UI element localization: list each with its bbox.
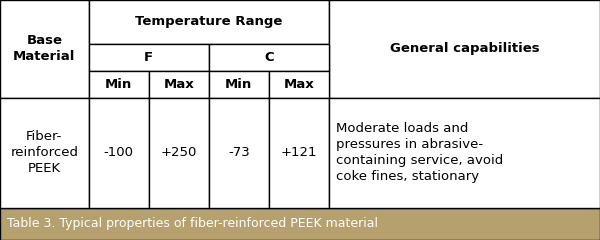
Bar: [0, 0, 89, 98]
Bar: [149, 71, 209, 98]
Text: Base
Material: Base Material: [13, 34, 76, 63]
Text: F: F: [144, 51, 154, 64]
Bar: [0, 208, 600, 240]
Text: Min: Min: [225, 78, 253, 90]
Text: -100: -100: [104, 146, 134, 159]
Bar: [329, 98, 600, 208]
Text: Max: Max: [283, 78, 314, 90]
Bar: [149, 98, 209, 208]
Text: Min: Min: [105, 78, 133, 90]
Bar: [89, 98, 149, 208]
Text: Temperature Range: Temperature Range: [135, 15, 283, 28]
Bar: [89, 71, 149, 98]
Bar: [209, 98, 269, 208]
Text: +121: +121: [281, 146, 317, 159]
Text: Moderate loads and
pressures in abrasive-
containing service, avoid
coke fines, : Moderate loads and pressures in abrasive…: [336, 122, 503, 183]
Bar: [329, 0, 600, 98]
Text: General capabilities: General capabilities: [389, 42, 539, 55]
Text: +250: +250: [161, 146, 197, 159]
Bar: [89, 44, 209, 71]
Bar: [209, 44, 329, 71]
Text: Table 3. Typical properties of fiber-reinforced PEEK material: Table 3. Typical properties of fiber-rei…: [7, 217, 378, 230]
Bar: [269, 71, 329, 98]
Text: C: C: [264, 51, 274, 64]
Text: -73: -73: [228, 146, 250, 159]
Bar: [209, 71, 269, 98]
Bar: [0, 98, 89, 208]
Bar: [89, 0, 329, 44]
Bar: [0, 0, 600, 208]
Bar: [269, 98, 329, 208]
Text: Max: Max: [163, 78, 194, 90]
Text: Fiber-
reinforced
PEEK: Fiber- reinforced PEEK: [10, 130, 79, 175]
